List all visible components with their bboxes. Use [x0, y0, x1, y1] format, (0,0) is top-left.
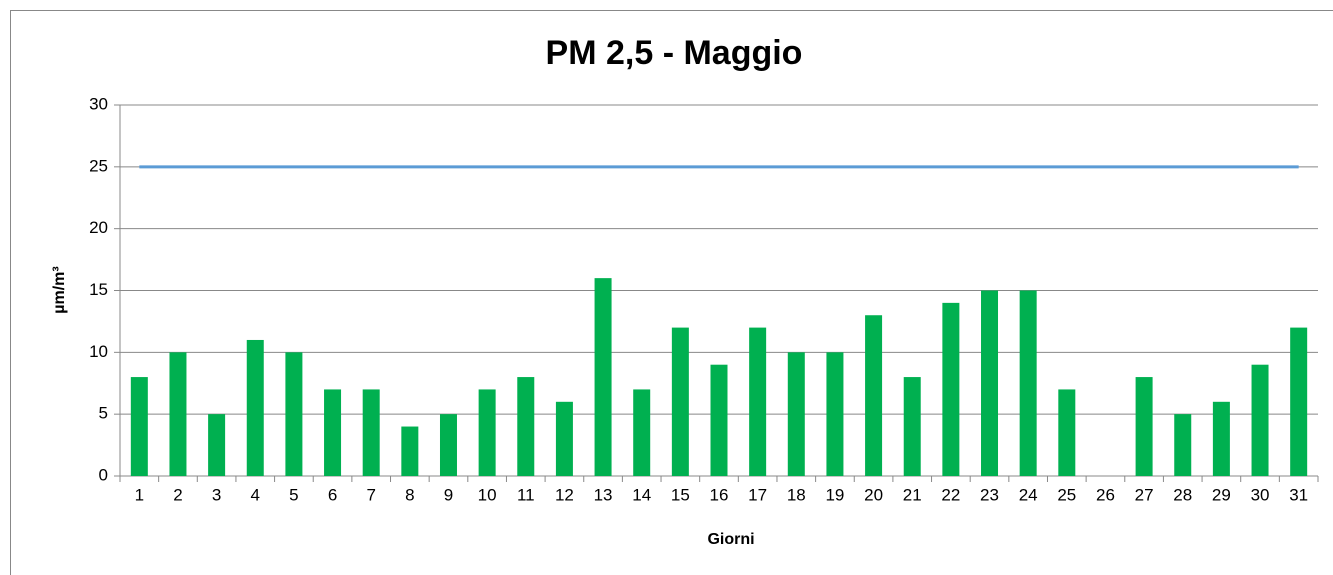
bar [1212, 401, 1230, 476]
y-tick-label: 15 [89, 280, 108, 299]
y-axis-title: µm/m³ [51, 266, 68, 313]
bar [671, 327, 689, 476]
x-tick-label: 19 [825, 485, 844, 504]
x-tick-label: 21 [903, 485, 922, 504]
bar [865, 315, 883, 476]
x-tick-label: 29 [1212, 485, 1231, 504]
x-tick-label: 11 [517, 485, 535, 504]
x-tick-label: 16 [710, 485, 729, 504]
x-tick-label: 13 [594, 485, 613, 504]
bar [787, 352, 805, 476]
bar [1019, 290, 1037, 476]
bar [710, 364, 728, 476]
bar [362, 389, 380, 476]
x-tick-label: 28 [1173, 485, 1192, 504]
x-tick-label: 6 [328, 485, 337, 504]
y-tick-label: 20 [89, 218, 108, 237]
y-tick-label: 5 [99, 404, 108, 423]
y-tick-label: 30 [89, 94, 108, 113]
x-tick-label: 23 [980, 485, 999, 504]
y-tick-label: 25 [89, 156, 108, 175]
x-tick-label: 2 [173, 485, 182, 504]
bar [246, 339, 264, 476]
x-tick-label: 5 [289, 485, 298, 504]
bar [169, 352, 187, 476]
bar [208, 414, 226, 476]
bar [826, 352, 844, 476]
x-tick-label: 3 [212, 485, 221, 504]
x-tick-label: 4 [251, 485, 260, 504]
x-tick-label: 25 [1057, 485, 1076, 504]
bar [942, 302, 960, 476]
x-tick-label: 8 [405, 485, 414, 504]
x-tick-label: 22 [941, 485, 960, 504]
x-tick-label: 27 [1135, 485, 1154, 504]
x-tick-label: 10 [478, 485, 497, 504]
bar [633, 389, 651, 476]
x-tick-label: 12 [555, 485, 574, 504]
bar [903, 377, 921, 476]
x-tick-label: 14 [632, 485, 651, 504]
bar [401, 426, 419, 476]
bar [1135, 377, 1153, 476]
bar [1251, 364, 1269, 476]
bar [981, 290, 999, 476]
x-tick-label: 9 [444, 485, 453, 504]
bar [517, 377, 535, 476]
x-tick-label: 20 [864, 485, 883, 504]
bar [1290, 327, 1308, 476]
bar [749, 327, 767, 476]
chart-border [10, 10, 1333, 575]
y-tick-label: 10 [89, 342, 108, 361]
bar [439, 414, 457, 476]
x-tick-label: 26 [1096, 485, 1115, 504]
bar [594, 278, 612, 476]
x-tick-label: 7 [366, 485, 375, 504]
bar [478, 389, 496, 476]
x-tick-label: 24 [1019, 485, 1038, 504]
y-tick-label: 0 [99, 465, 108, 484]
x-axis-title: Giorni [707, 531, 754, 548]
x-tick-label: 18 [787, 485, 806, 504]
x-tick-label: 1 [135, 485, 144, 504]
bar [324, 389, 342, 476]
chart-title: PM 2,5 - Maggio [546, 34, 803, 72]
bar [555, 401, 573, 476]
x-tick-label: 15 [671, 485, 690, 504]
x-tick-label: 30 [1251, 485, 1270, 504]
bar [285, 352, 303, 476]
bar [1058, 389, 1076, 476]
x-tick-label: 31 [1289, 485, 1308, 504]
x-tick-label: 17 [748, 485, 767, 504]
bar [130, 377, 148, 476]
bar [1174, 414, 1192, 476]
